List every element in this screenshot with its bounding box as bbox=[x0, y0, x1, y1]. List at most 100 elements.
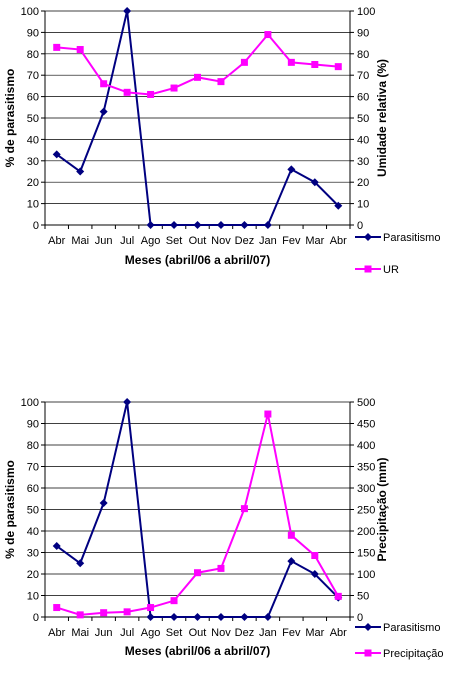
x-tick-label: Abr bbox=[48, 235, 65, 247]
x-tick-label: Jul bbox=[120, 235, 134, 247]
data-point bbox=[170, 597, 178, 605]
data-point bbox=[240, 505, 248, 513]
y-tick-label: 40 bbox=[27, 526, 39, 538]
x-tick-label: Jun bbox=[95, 627, 113, 639]
y-tick-label: 60 bbox=[27, 92, 39, 104]
x-tick-label: Set bbox=[166, 235, 183, 247]
y-tick-label: 70 bbox=[27, 70, 39, 82]
data-point bbox=[287, 58, 295, 66]
y2-tick-label: 300 bbox=[357, 483, 375, 495]
data-point bbox=[52, 542, 61, 551]
data-point bbox=[146, 613, 155, 621]
y-tick-label: 40 bbox=[27, 134, 39, 146]
y2-tick-label: 450 bbox=[357, 419, 375, 431]
y-tick-label: 70 bbox=[27, 462, 39, 474]
y2-tick-label: 100 bbox=[357, 569, 375, 581]
y2-tick-label: 150 bbox=[357, 548, 375, 560]
y2-tick-label: 250 bbox=[357, 505, 375, 517]
data-point bbox=[311, 552, 319, 560]
legend-label: Parasitismo bbox=[383, 622, 440, 634]
y2-tick-label: 100 bbox=[357, 6, 375, 18]
data-point bbox=[194, 73, 201, 81]
y-tick-label: 50 bbox=[27, 113, 39, 125]
data-point bbox=[170, 613, 179, 621]
y-tick-label: 10 bbox=[27, 199, 39, 211]
y2-tick-label: 90 bbox=[357, 27, 369, 39]
x-tick-label: Set bbox=[166, 627, 183, 639]
x-tick-label: Nov bbox=[211, 235, 231, 247]
y2-axis-title: Umidade relativa (%) bbox=[375, 59, 389, 177]
data-point bbox=[334, 63, 342, 71]
y-tick-label: 60 bbox=[27, 483, 39, 495]
y-tick-label: 20 bbox=[27, 569, 39, 581]
y2-tick-label: 20 bbox=[357, 177, 369, 189]
data-point bbox=[76, 46, 84, 54]
legend-label: UR bbox=[383, 264, 399, 276]
x-tick-label: Fev bbox=[282, 235, 301, 247]
data-point bbox=[170, 221, 179, 229]
data-point bbox=[263, 221, 272, 229]
legend-label: Parasitismo bbox=[383, 232, 440, 244]
x-tick-label: Mar bbox=[305, 235, 324, 247]
data-point bbox=[264, 31, 272, 39]
series-ur-line bbox=[56, 32, 339, 96]
legend-label: Precipitação bbox=[383, 648, 444, 660]
data-point bbox=[123, 398, 132, 406]
y-axis-title: % de parasitismo bbox=[3, 460, 17, 559]
data-point bbox=[311, 61, 319, 68]
y-tick-label: 30 bbox=[27, 548, 39, 560]
data-point bbox=[53, 604, 61, 612]
data-point bbox=[76, 559, 85, 568]
y-tick-label: 90 bbox=[27, 419, 39, 431]
data-point bbox=[194, 569, 201, 577]
data-point bbox=[147, 604, 155, 612]
y-tick-label: 100 bbox=[21, 6, 39, 18]
y2-tick-label: 40 bbox=[357, 134, 369, 146]
y2-axis-title: Precipitação (mm) bbox=[375, 457, 389, 561]
chart-1: 0 0 10 10 20 20 30 30 40 40 50 50 60 60 70 70 80 80 90 90 10… bbox=[3, 6, 440, 276]
data-point bbox=[123, 88, 131, 96]
y2-tick-label: 50 bbox=[357, 591, 369, 603]
y-tick-label: 30 bbox=[27, 156, 39, 168]
y2-tick-label: 60 bbox=[357, 92, 369, 104]
x-tick-label: Ago bbox=[141, 235, 161, 247]
data-point bbox=[147, 90, 155, 98]
data-point bbox=[334, 201, 343, 210]
data-point bbox=[123, 7, 132, 15]
y-tick-label: 50 bbox=[27, 505, 39, 517]
chart-2: 0 0 10 50 20 100 30 150 40 200 50 250 60 300 70 350 80 40… bbox=[3, 397, 444, 660]
data-point bbox=[217, 564, 225, 572]
x-tick-label: Dez bbox=[235, 235, 255, 247]
x-tick-label: Out bbox=[189, 235, 207, 247]
data-point bbox=[76, 611, 84, 619]
x-tick-label: Jul bbox=[120, 627, 134, 639]
y-tick-label: 100 bbox=[21, 397, 39, 409]
x-tick-label: Abr bbox=[330, 235, 347, 247]
data-point bbox=[217, 78, 225, 86]
y2-tick-label: 350 bbox=[357, 462, 375, 474]
x-tick-label: Jan bbox=[259, 235, 277, 247]
y-tick-label: 20 bbox=[27, 177, 39, 189]
y2-tick-label: 10 bbox=[357, 199, 369, 211]
data-point bbox=[240, 221, 249, 229]
x-tick-label: Out bbox=[189, 627, 207, 639]
data-point bbox=[53, 43, 61, 51]
data-point bbox=[76, 167, 85, 176]
data-point bbox=[240, 613, 249, 621]
x-tick-label: Dez bbox=[235, 627, 255, 639]
data-point bbox=[52, 150, 61, 159]
data-point bbox=[170, 84, 178, 92]
data-point bbox=[264, 410, 272, 418]
y-tick-label: 0 bbox=[33, 612, 39, 624]
data-point bbox=[99, 107, 108, 116]
x-axis-title: Meses (abril/06 a abril/07) bbox=[125, 253, 270, 267]
x-tick-label: Mai bbox=[71, 627, 89, 639]
y-tick-label: 80 bbox=[27, 440, 39, 452]
data-point bbox=[310, 178, 319, 187]
data-point bbox=[99, 499, 108, 508]
y2-tick-label: 0 bbox=[357, 220, 363, 232]
data-point bbox=[287, 531, 295, 539]
legend-marker bbox=[364, 233, 372, 241]
data-point bbox=[193, 221, 202, 229]
